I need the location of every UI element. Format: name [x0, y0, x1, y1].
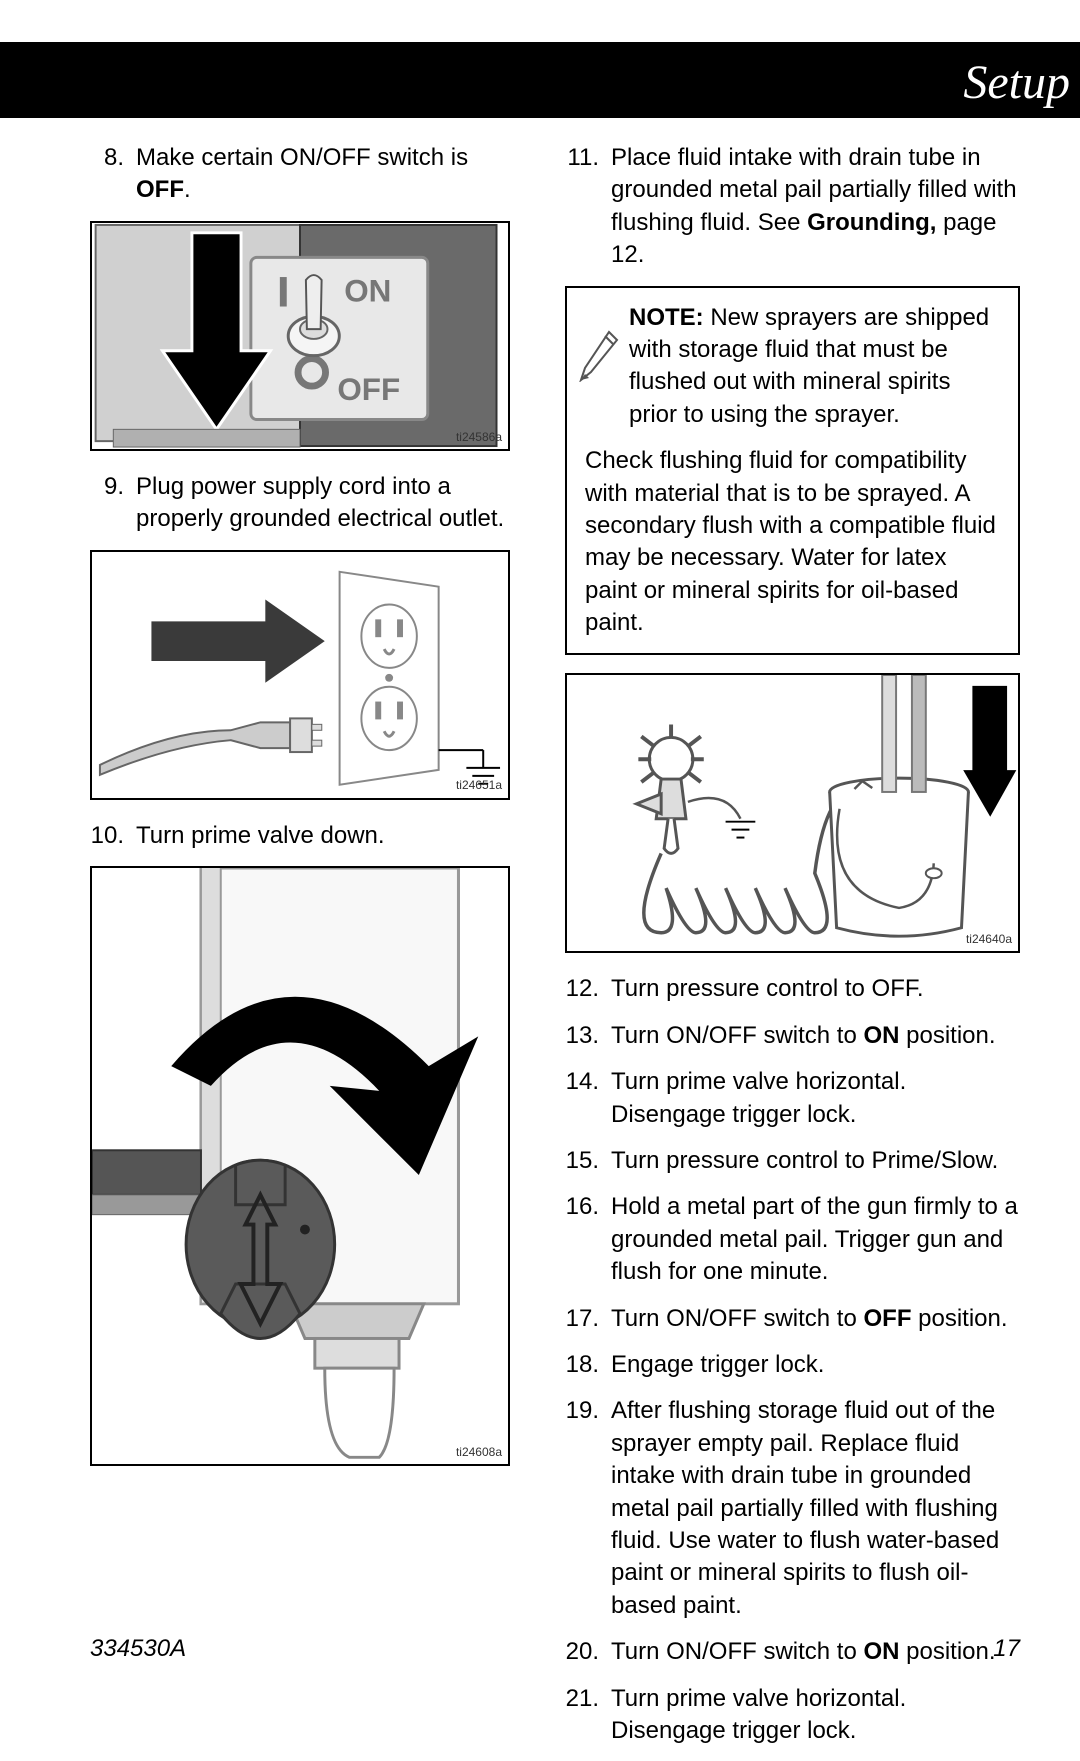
step-12: 12. Turn pressure control to OFF. [565, 973, 1020, 1005]
figure-pail: ti24640a [565, 673, 1020, 953]
step-9: 9. Plug power supply cord into a properl… [90, 471, 525, 536]
step-text: Make certain ON/OFF switch is OFF. [136, 142, 525, 207]
text: position. [911, 1305, 1007, 1332]
step-number: 17. [565, 1303, 599, 1335]
step-number: 10. [90, 820, 124, 852]
step-text: Turn prime valve horizontal. Disengage t… [611, 1683, 1020, 1748]
step-15: 15. Turn pressure control to Prime/Slow. [565, 1145, 1020, 1177]
pail-illustration [567, 675, 1018, 953]
step-number: 19. [565, 1395, 599, 1622]
step-text: After flushing storage fluid out of the … [611, 1395, 1020, 1622]
figure-outlet: ti24651a [90, 550, 510, 800]
step-number: 16. [565, 1191, 599, 1288]
step-17: 17. Turn ON/OFF switch to OFF position. [565, 1303, 1020, 1335]
step-number: 11. [565, 142, 599, 272]
step-number: 13. [565, 1020, 599, 1052]
step-text: Turn pressure control to Prime/Slow. [611, 1145, 1020, 1177]
off-label: OFF [337, 372, 400, 407]
left-column: 8. Make certain ON/OFF switch is OFF. ON… [90, 142, 525, 1761]
note-box: NOTE: New sprayers are shipped with stor… [565, 286, 1020, 656]
step-text: Place fluid intake with drain tube in gr… [611, 142, 1020, 272]
text-bold: OFF [136, 176, 184, 203]
step-21: 21. Turn prime valve horizontal. Disenga… [565, 1683, 1020, 1748]
footer: 334530A 17 [90, 1633, 1020, 1665]
text: Turn ON/OFF switch to [611, 1022, 863, 1049]
step-number: 21. [565, 1683, 599, 1748]
step-number: 9. [90, 471, 124, 536]
step-text: Turn prime valve down. [136, 820, 525, 852]
content-columns: 8. Make certain ON/OFF switch is OFF. ON… [0, 118, 1080, 1761]
right-column: 11. Place fluid intake with drain tube i… [565, 142, 1020, 1761]
step-number: 14. [565, 1066, 599, 1131]
step-16: 16. Hold a metal part of the gun firmly … [565, 1191, 1020, 1288]
note-text-1: NOTE: New sprayers are shipped with stor… [629, 302, 1000, 432]
step-text: Turn ON/OFF switch to OFF position. [611, 1303, 1020, 1335]
switch-illustration: ON OFF [92, 223, 508, 449]
step-text: Plug power supply cord into a properly g… [136, 471, 525, 536]
text: . [184, 176, 191, 203]
text: Make certain ON/OFF switch is [136, 144, 468, 171]
page-section-title: Setup [963, 51, 1070, 116]
note-label: NOTE: [629, 304, 704, 331]
doc-number: 334530A [90, 1633, 186, 1665]
step-text: Engage trigger lock. [611, 1349, 1020, 1381]
step-8: 8. Make certain ON/OFF switch is OFF. [90, 142, 525, 207]
figure-label: ti24586a [456, 429, 502, 445]
note-text-2: Check flushing fluid for compatibility w… [585, 445, 1000, 639]
figure-onoff-switch: ON OFF ti24586a [90, 221, 510, 451]
text-bold: OFF [863, 1305, 911, 1332]
step-18: 18. Engage trigger lock. [565, 1349, 1020, 1381]
step-text: Turn prime valve horizontal. Disengage t… [611, 1066, 1020, 1131]
step-14: 14. Turn prime valve horizontal. Disenga… [565, 1066, 1020, 1131]
step-number: 18. [565, 1349, 599, 1381]
step-19: 19. After flushing storage fluid out of … [565, 1395, 1020, 1622]
text: Turn ON/OFF switch to [611, 1305, 863, 1332]
figure-label: ti24651a [456, 777, 502, 793]
pencil-icon [579, 330, 619, 382]
step-text: Turn pressure control to OFF. [611, 973, 1020, 1005]
step-13: 13. Turn ON/OFF switch to ON position. [565, 1020, 1020, 1052]
prime-valve-illustration [92, 868, 508, 1462]
outlet-illustration [92, 552, 508, 800]
step-10: 10. Turn prime valve down. [90, 820, 525, 852]
header-bar: Setup [0, 42, 1080, 118]
arrow-down-icon [961, 685, 1017, 819]
arrow-right-icon [151, 599, 324, 682]
step-number: 12. [565, 973, 599, 1005]
figure-prime-valve: ti24608a [90, 866, 510, 1466]
text-bold: Grounding, [807, 209, 936, 236]
step-text: Hold a metal part of the gun firmly to a… [611, 1191, 1020, 1288]
page-number: 17 [993, 1633, 1020, 1665]
figure-label: ti24608a [456, 1444, 502, 1460]
figure-label: ti24640a [966, 931, 1012, 947]
on-label: ON [344, 273, 391, 308]
text: position. [899, 1022, 995, 1049]
step-text: Turn ON/OFF switch to ON position. [611, 1020, 1020, 1052]
step-11: 11. Place fluid intake with drain tube i… [565, 142, 1020, 272]
step-number: 15. [565, 1145, 599, 1177]
text-bold: ON [863, 1022, 899, 1049]
step-number: 8. [90, 142, 124, 207]
